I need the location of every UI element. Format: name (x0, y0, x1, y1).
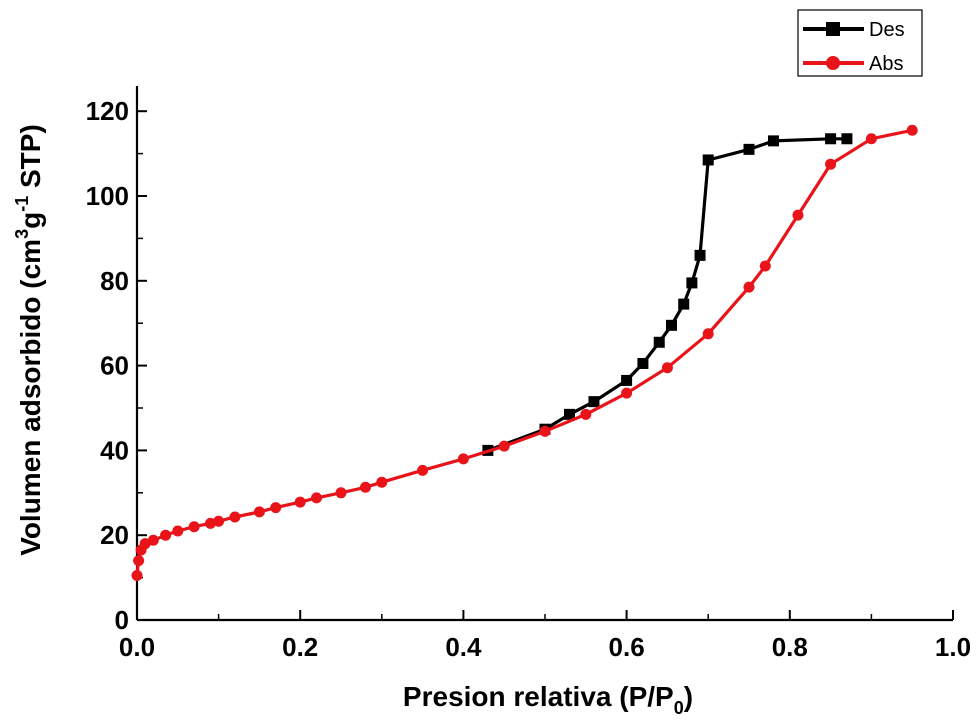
legend: Des Abs (797, 9, 923, 77)
series-des-point (621, 374, 633, 386)
series-des-point (841, 133, 853, 145)
series-des-point (686, 277, 698, 289)
y-tick-label: 80 (100, 266, 129, 296)
legend-abs-marker (826, 56, 840, 70)
legend-des-marker (826, 22, 840, 36)
series-abs-point (580, 408, 592, 420)
y-axis-title: Volumen adsorbido (cm3g-1 STP) (12, 124, 46, 556)
series-abs-point (213, 515, 225, 527)
y-axis-title-end: STP) (15, 124, 46, 196)
series-des-point (767, 135, 779, 147)
legend-entry-abs: Abs (803, 53, 903, 75)
series-layer (131, 124, 918, 581)
series-abs-point (270, 502, 282, 514)
series-des-point (563, 408, 575, 420)
series-des-line (487, 137, 847, 452)
series-abs-point (294, 496, 306, 508)
y-tick-label: 60 (100, 351, 129, 381)
tick-labels-layer: 0.0 0.2 0.4 0.6 0.8 1.0 0 20 40 60 80 100 120 (86, 96, 971, 662)
series-abs-point (865, 133, 877, 145)
legend-entry-des: Des (803, 19, 905, 41)
y-tick-label: 0 (115, 605, 129, 635)
x-tick-label: 0.0 (119, 632, 155, 662)
series-des-point (743, 143, 755, 155)
series-abs-point (253, 506, 265, 518)
series-des-point (702, 154, 714, 166)
series-abs-point (621, 387, 633, 399)
y-tick-label: 120 (86, 96, 129, 126)
series-des-point (653, 336, 665, 348)
y-axis-title-mid: g (15, 212, 46, 229)
series-des-point (665, 319, 677, 331)
x-axis-title-end: ) (684, 681, 693, 712)
x-tick-label: 0.6 (609, 632, 645, 662)
y-tick-label: 20 (100, 520, 129, 550)
series-abs-point (133, 555, 145, 567)
series-des-point (694, 249, 706, 261)
series-abs-point (147, 534, 159, 546)
legend-abs-label: Abs (869, 53, 903, 75)
x-tick-label: 0.4 (445, 632, 482, 662)
series-des-point (825, 133, 837, 145)
series-des-point (637, 357, 649, 369)
series-abs-point (131, 569, 143, 581)
legend-des-label: Des (869, 19, 905, 41)
y-axis-title-sup2: -1 (12, 196, 32, 212)
series-abs-point (702, 328, 714, 340)
x-tick-label: 0.2 (282, 632, 318, 662)
series-abs-point (417, 464, 429, 476)
series-abs-point (457, 453, 469, 465)
series-abs-point (160, 529, 172, 541)
y-axis-title-sup1: 3 (12, 229, 32, 239)
series-abs-point (335, 487, 347, 499)
series-abs-point (661, 362, 673, 374)
x-axis-title: Presion relativa (P/P0) (403, 681, 693, 718)
axes-layer (135, 86, 954, 622)
y-axis-title-main: Volumen adsorbido (cm (15, 239, 46, 556)
series-abs-point (743, 281, 755, 293)
x-axis-title-subscript: 0 (674, 698, 684, 718)
series-abs-point (498, 440, 510, 452)
series-des-point (588, 396, 600, 408)
y-tick-label: 40 (100, 435, 129, 465)
series-abs-point (172, 525, 184, 537)
x-axis-title-main: Presion relativa (P/P (403, 681, 674, 712)
series-abs-line (135, 128, 913, 576)
series-abs-point (792, 209, 804, 221)
series-abs-point (359, 481, 371, 493)
y-tick-label: 100 (86, 181, 129, 211)
series-abs-point (906, 124, 918, 136)
x-tick-label: 0.8 (772, 632, 808, 662)
series-abs-point (825, 158, 837, 170)
series-des-point (678, 298, 690, 310)
series-abs-point (311, 492, 323, 504)
series-abs-point (229, 511, 241, 523)
series-abs-point (376, 476, 388, 488)
series-abs-point (539, 425, 551, 437)
x-tick-label: 1.0 (935, 632, 971, 662)
series-abs-point (759, 260, 771, 272)
series-abs-point (188, 521, 200, 533)
